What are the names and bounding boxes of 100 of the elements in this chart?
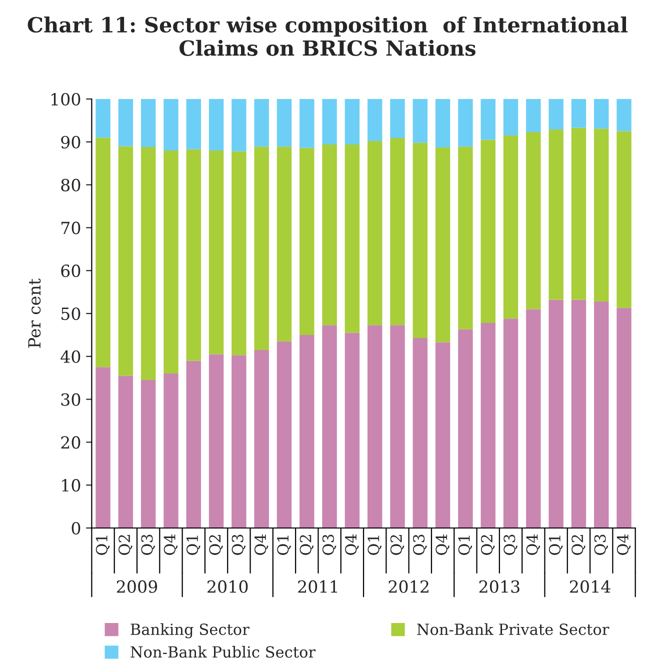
x-tick-label: Q1 [186,536,200,555]
bar [164,374,178,528]
bar [367,325,382,528]
text: 2013 [479,580,520,593]
bar [480,322,496,528]
bar [96,99,110,138]
bar [458,146,473,330]
bar [164,150,178,374]
bar [276,99,292,147]
bar [503,318,518,528]
y-tick-label: 30 [61,393,80,406]
x-tick-label: Q4 [526,534,540,555]
bar [186,149,201,361]
bar [458,329,473,528]
bar [412,338,428,528]
bar [322,144,337,326]
x-tick-label: Q4 [616,534,631,555]
y-tick-label: 20 [61,436,80,449]
bar [232,355,246,528]
y-tick-label: 50 [61,307,80,320]
x-tick-label: Q4 [254,534,268,555]
bar [118,99,134,146]
y-tick-label: 60 [61,264,80,278]
bar [548,129,564,300]
x-tick-label: Q1 [277,536,291,555]
bar [616,131,632,308]
bar [140,380,156,528]
bar [118,146,134,376]
bar [322,99,337,144]
bar [480,99,496,140]
y-axis-title: Per cent [28,278,41,348]
x-tick-label: Q1 [368,536,382,555]
x-tick-label: Q3 [322,534,336,555]
bar [96,367,110,528]
text: 2009 [116,580,158,593]
x-tick-label: Q2 [300,535,314,555]
bar [616,99,632,132]
bar [571,128,586,300]
y-tick-label: 70 [61,222,80,234]
x-tick-label: Q3 [232,534,246,555]
bar [118,376,134,528]
bar [526,309,541,528]
y-tick-label: 0 [72,522,80,535]
x-tick-label: Q2 [480,535,495,555]
bar [232,99,246,152]
bar [300,99,314,148]
bar [594,99,609,129]
bar [208,99,224,150]
bar [594,128,609,302]
bar [435,342,450,528]
bar [344,99,360,144]
bar [526,99,541,132]
bar [367,141,382,326]
bar [503,99,518,136]
bar [322,325,337,528]
x-tick-label: Q4 [436,534,450,555]
y-tick-label: 10 [62,479,80,492]
bar [367,99,382,142]
bar [412,142,428,338]
x-tick-label: Q3 [141,534,155,555]
bar [480,140,496,323]
bar [208,150,224,354]
legend-label: Non-Bank Private Sector [417,623,610,636]
bar [390,99,405,138]
x-tick-label: Q2 [390,535,404,555]
y-tick-label: 80 [61,178,80,192]
x-tick-label: Q3 [504,534,518,555]
y-tick-label: 100 [52,92,80,106]
x-tick-label: Q4 [164,534,178,555]
bar [458,99,473,147]
bar [300,148,314,335]
y-tick-label: 40 [60,350,80,363]
legend-label: Banking Sector [130,623,250,638]
text: 2014 [570,580,610,593]
text: 2011 [298,580,338,593]
x-tick-label: Q1 [96,536,110,555]
bar [254,350,269,528]
bar [186,99,201,150]
bar [344,144,360,333]
x-tick-label: Q1 [458,536,472,555]
bar [503,135,518,319]
bar [208,354,224,528]
bar [276,341,292,528]
x-tick-label: Q3 [594,534,608,555]
bar [140,99,156,148]
bar [140,147,156,380]
bar [548,300,564,528]
bar [254,146,269,350]
bar [435,147,450,342]
bar [616,308,632,528]
bar [390,138,405,326]
bar [186,360,201,528]
bar [594,301,609,528]
text: 2010 [208,580,248,593]
chart-title: Chart 11: Sector wise composition of International Claims on BRICS Nations [28,16,628,56]
bar [232,151,246,356]
x-tick-label: Q3 [413,534,427,555]
legend-label: Non-Bank Public Sector [130,646,316,658]
bar [571,300,586,528]
x-tick-label: Q4 [345,534,359,555]
